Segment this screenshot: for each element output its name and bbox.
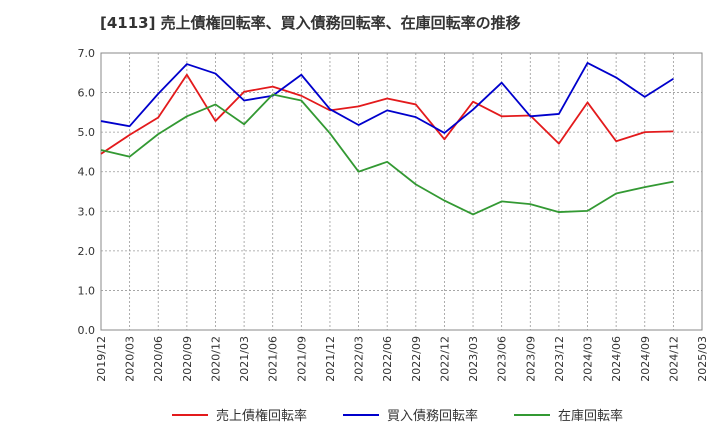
x-tick-label: 2024/06: [610, 336, 623, 382]
series-line-1: [100, 73, 674, 155]
x-tick-label: 2022/12: [438, 336, 451, 382]
x-tick-label: 2020/06: [152, 336, 165, 382]
y-tick-label: 6.0: [78, 87, 96, 100]
y-tick-label: 0.0: [78, 324, 96, 337]
y-tick-label: 2.0: [78, 245, 96, 258]
x-tick-label: 2023/12: [553, 336, 566, 382]
chart-title: [4113] 売上債権回転率、買入債務回転率、在庫回転率の推移: [100, 14, 521, 32]
axis-layer: 0.0 1.0 2.0 3.0 4.0 5.0 6.0 7.0 2019/12 2020/03 20…: [78, 47, 710, 382]
plot-area: [100, 52, 703, 331]
y-tick-label: 7.0: [78, 47, 96, 60]
series-line-3: [100, 93, 674, 216]
y-tick-label: 5.0: [78, 126, 96, 139]
y-tick-label: 4.0: [78, 166, 96, 179]
x-tick-label: 2019/12: [95, 336, 108, 382]
legend-label-3: 在庫回転率: [558, 408, 623, 424]
x-tick-label: 2024/12: [667, 336, 680, 382]
x-tick-label: 2023/06: [496, 336, 509, 382]
series-line-2: [100, 61, 674, 134]
y-tick-label: 1.0: [78, 284, 96, 297]
y-tick-label: 3.0: [78, 205, 96, 218]
legend-label-2: 買入債務回転率: [387, 408, 478, 424]
x-tick-label: 2022/03: [353, 336, 366, 382]
x-tick-label: 2022/09: [410, 336, 423, 382]
x-tick-label: 2025/03: [696, 336, 709, 382]
legend-label-1: 売上債権回転率: [216, 408, 307, 424]
legend: 売上債権回転率 買入債務回転率 在庫回転率: [172, 408, 623, 424]
grid-layer: [100, 52, 703, 331]
x-tick-label: 2023/03: [467, 336, 480, 382]
x-tick-label: 2020/09: [181, 336, 194, 382]
x-tick-label: 2020/03: [124, 336, 137, 382]
series-layer: [100, 61, 674, 216]
x-tick-label: 2021/09: [295, 336, 308, 382]
x-tick-label: 2020/12: [209, 336, 222, 382]
x-tick-label: 2024/03: [582, 336, 595, 382]
x-tick-label: 2021/12: [324, 336, 337, 382]
x-tick-label: 2022/06: [381, 336, 394, 382]
x-tick-label: 2024/09: [639, 336, 652, 382]
x-tick-label: 2023/09: [524, 336, 537, 382]
x-tick-label: 2021/06: [267, 336, 280, 382]
x-tick-label: 2021/03: [238, 336, 251, 382]
